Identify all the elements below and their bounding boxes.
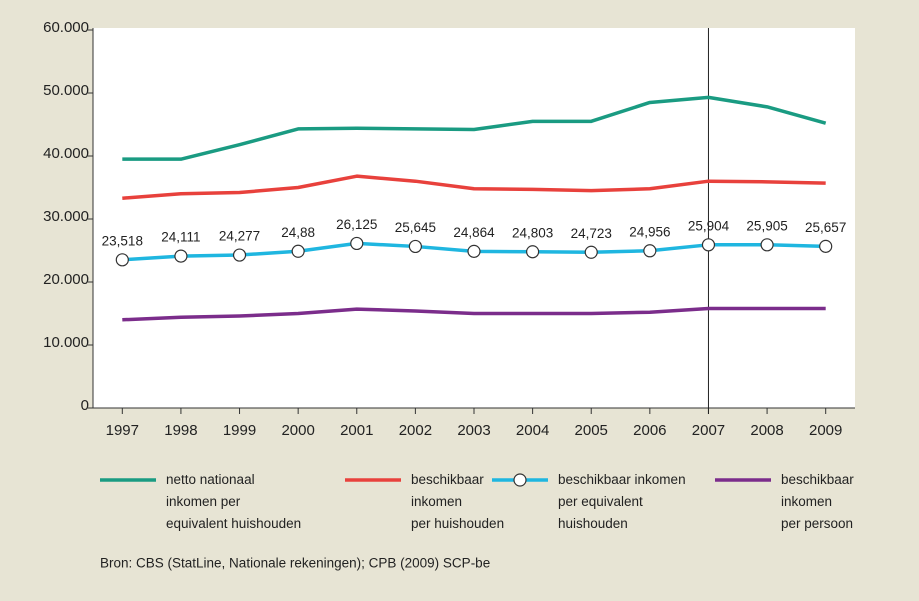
x-tick-label: 1999 (223, 422, 256, 439)
data-point (174, 249, 188, 263)
legend-label: netto nationaal inkomen per equivalent hui… (166, 472, 301, 531)
x-tick-label: 2000 (281, 422, 314, 439)
x-tick-label: 2003 (457, 422, 490, 439)
y-tick-label: 40.000 (43, 145, 89, 162)
source: Bron: CBS (StatLine, Nationale rekeninge… (100, 556, 490, 571)
legend-line: equivalent huishouden (166, 516, 301, 531)
data-point (232, 248, 247, 262)
data-point (467, 244, 481, 258)
x-tick-label: 1997 (106, 422, 139, 439)
data-point (350, 236, 364, 251)
data-label: 24,277 (219, 229, 260, 244)
x-tick-label: 2005 (575, 422, 608, 439)
legend-line: netto nationaal (166, 472, 255, 487)
data-point (760, 238, 774, 252)
legend-line: beschikbaar inkomen (558, 472, 686, 487)
data-point (701, 238, 716, 252)
series-line (122, 174, 826, 200)
data-point (115, 253, 129, 267)
data-label: 26,125 (336, 217, 377, 232)
series-line (122, 306, 826, 322)
y-tick-label: 30.000 (43, 208, 89, 225)
legend-line: per huishouden (411, 516, 504, 531)
plot-area (93, 28, 855, 408)
legend-line: beschikbaar (781, 472, 854, 487)
x-tick-label: 2008 (750, 422, 783, 439)
x-tick-label: 1998 (164, 422, 197, 439)
data-label: 25,904 (688, 218, 730, 233)
y-tick-label: 50.000 (43, 82, 89, 99)
legend-line: inkomen (781, 494, 832, 509)
data-label: 24,956 (629, 224, 670, 239)
y-tick-label: 0 (81, 397, 89, 414)
data-label: 23,518 (102, 233, 143, 248)
legend-line: beschikbaar (411, 472, 484, 487)
x-tick-label: 2006 (633, 422, 666, 439)
series-line (122, 95, 827, 161)
x-tick-label: 2004 (516, 422, 549, 439)
x-tick-label: 2002 (399, 422, 432, 439)
y-tick-label: 60.000 (43, 19, 89, 36)
legend-marker (513, 473, 527, 487)
data-label: 24,111 (161, 230, 200, 245)
y-tick-label: 10.000 (43, 334, 89, 351)
legend-label: beschikbaar inkomen per huishouden (411, 472, 504, 531)
data-label: 24,88 (281, 225, 315, 240)
data-label: 24,864 (453, 225, 495, 240)
data-point (526, 245, 540, 259)
data-label: 24,803 (512, 225, 553, 240)
data-point (584, 245, 598, 259)
data-point (291, 244, 305, 258)
legend-line: per equivalent (558, 494, 643, 509)
legend-line: inkomen per (166, 494, 241, 509)
x-tick-label: 2001 (340, 422, 373, 439)
data-point (819, 239, 833, 253)
data-label: 25,905 (746, 218, 787, 233)
legend-label: beschikbaar inkomen per equivalent huishou… (558, 472, 686, 531)
y-tick-label: 20.000 (43, 271, 89, 288)
data-label: 25,657 (805, 220, 846, 235)
data-label: 24,723 (571, 226, 612, 241)
legend-line: huishouden (558, 516, 628, 531)
legend-line: inkomen (411, 494, 462, 509)
data-label: 25,645 (395, 220, 436, 235)
x-tick-label: 2007 (692, 422, 725, 439)
x-tick-label: 2009 (809, 422, 842, 439)
data-point (408, 239, 422, 254)
legend-label: beschikbaar inkomen per persoon (781, 472, 854, 531)
data-point (643, 244, 657, 258)
legend-line: per persoon (781, 516, 853, 531)
